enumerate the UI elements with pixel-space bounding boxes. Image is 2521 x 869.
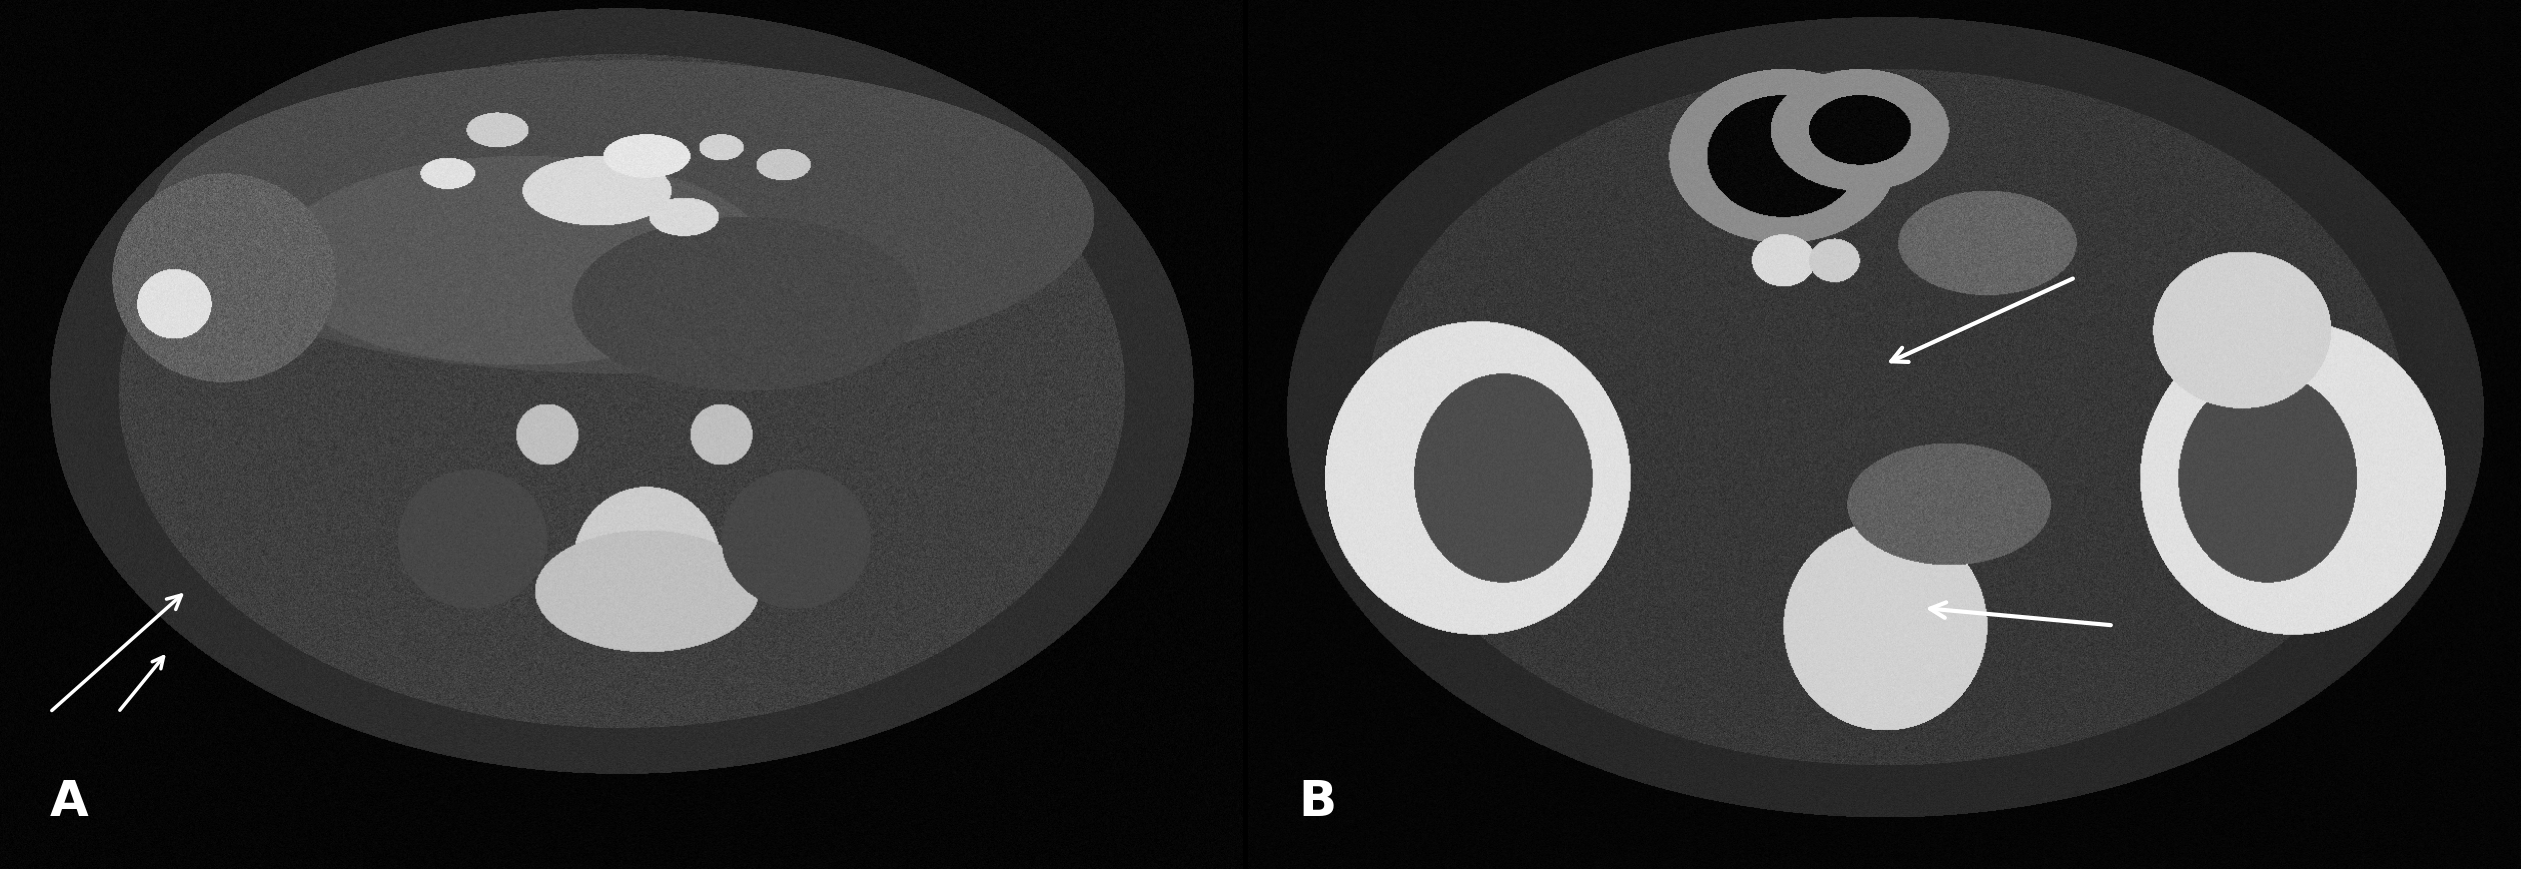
Text: B: B <box>1298 778 1336 826</box>
Text: A: A <box>50 778 88 826</box>
